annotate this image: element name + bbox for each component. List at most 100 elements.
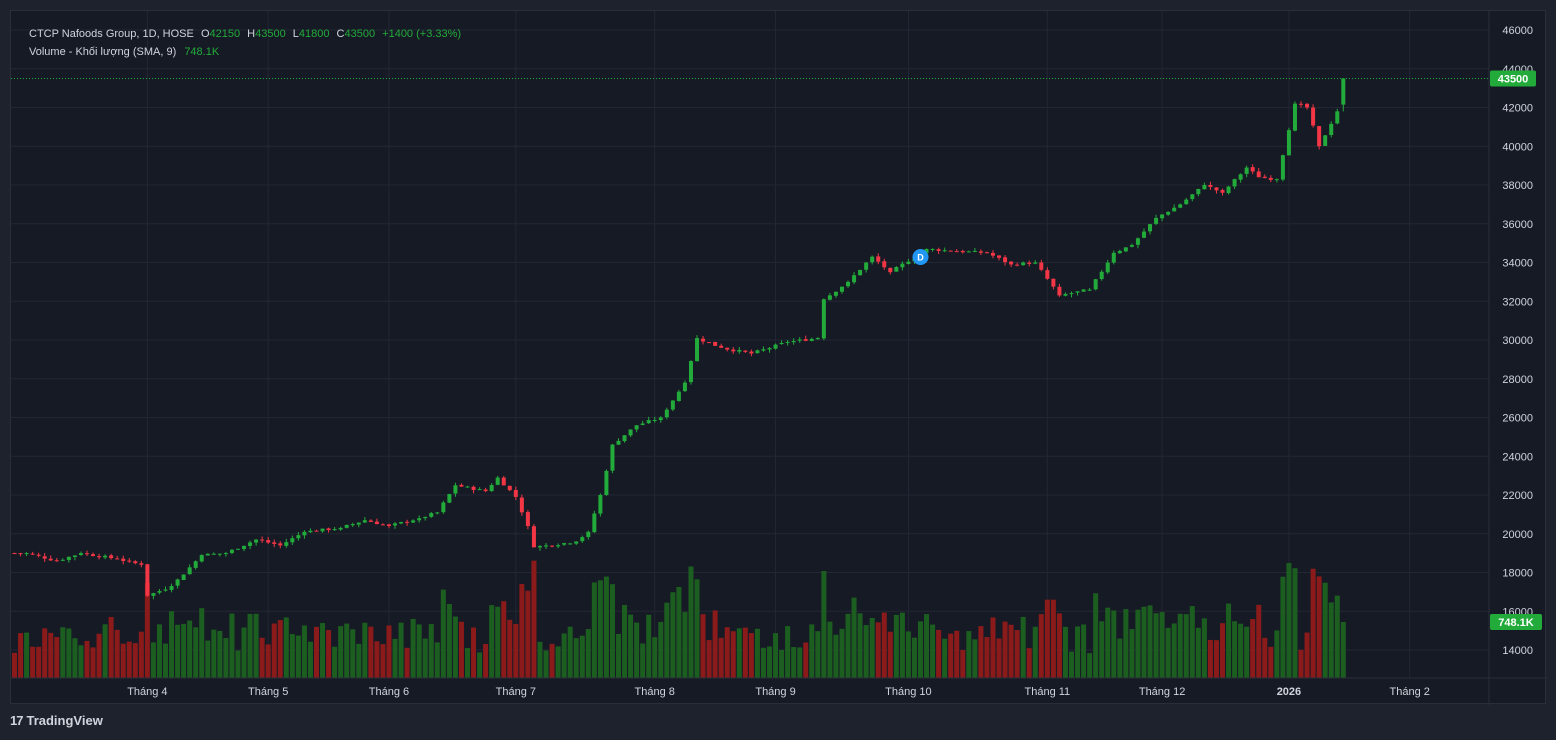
candle-body	[1335, 111, 1340, 124]
volume-bar	[960, 649, 966, 678]
volume-bar	[477, 652, 483, 678]
volume-bar	[1135, 609, 1141, 678]
volume-bar	[1280, 576, 1286, 678]
candle-body	[1286, 130, 1291, 156]
time-tick-label: Tháng 2	[1390, 686, 1430, 698]
volume-bar	[241, 627, 247, 678]
volume-bar	[676, 586, 682, 678]
tradingview-brand[interactable]: 17 TradingView	[10, 713, 103, 728]
candle-body	[72, 555, 77, 558]
volume-bar	[597, 580, 603, 678]
candle-body	[1311, 107, 1316, 126]
low-label: L	[292, 28, 299, 40]
candle-body	[519, 497, 524, 513]
volume-bar	[809, 624, 815, 678]
candle-body	[242, 545, 247, 550]
candle-body	[900, 263, 905, 268]
open-value: 42150	[209, 28, 241, 40]
volume-bar	[1008, 624, 1014, 678]
volume-bar	[688, 566, 694, 678]
candle-body	[423, 516, 428, 519]
candle-body	[634, 425, 639, 430]
candle-body	[562, 543, 567, 545]
volume-bar	[42, 628, 48, 678]
volume-bar	[30, 646, 36, 678]
candle-body	[1220, 189, 1225, 193]
volume-bar	[1020, 616, 1026, 678]
volume-bar	[966, 631, 972, 678]
volume-bar	[537, 641, 543, 678]
volume-bar	[978, 626, 984, 678]
ohlc-legend[interactable]: CTCP Nafoods Group, 1D, HOSE O42150 H435…	[29, 28, 461, 40]
volume-bar	[706, 640, 712, 678]
volume-bar	[507, 619, 513, 678]
volume-bar	[229, 613, 235, 678]
volume-bar	[205, 640, 211, 678]
last-price-label: 43500	[1498, 73, 1529, 85]
volume-bar	[307, 641, 313, 678]
volume-bar	[344, 623, 350, 678]
symbol-label: CTCP Nafoods Group, 1D, HOSE	[29, 28, 194, 40]
volume-bar	[495, 606, 501, 678]
volume-bar	[1334, 595, 1340, 678]
chart-frame[interactable]: 14000 16000 18000 20000 22000 24000 26000 28000…	[10, 10, 1547, 705]
volume-bar	[156, 624, 162, 678]
candle-body	[978, 251, 983, 253]
candle-body	[127, 560, 132, 562]
volume-bar	[1123, 609, 1129, 678]
price-tick-label: 28000	[1502, 374, 1533, 386]
candle-body	[1075, 291, 1080, 293]
dividend-event-marker[interactable]	[912, 249, 929, 265]
candle-body	[773, 344, 778, 349]
volume-bar	[1316, 576, 1322, 678]
volume-bar	[742, 627, 748, 678]
candle-body	[483, 489, 488, 492]
volume-bar	[724, 627, 730, 678]
volume-bar	[730, 631, 736, 678]
volume-bar	[428, 624, 434, 678]
volume-bar	[169, 611, 175, 678]
price-chart[interactable]: 1400016000180002000022000240002600028000…	[11, 11, 1547, 705]
candle-body	[284, 542, 289, 546]
price-tick-label: 40000	[1502, 141, 1533, 153]
candle-body	[580, 537, 585, 542]
candle-body	[12, 553, 17, 555]
price-tick-label: 34000	[1502, 258, 1533, 270]
candle-body	[1154, 217, 1159, 224]
volume-legend[interactable]: Volume - Khối lượng (SMA, 9) 748.1K	[29, 46, 219, 58]
candle-body	[707, 342, 712, 344]
volume-bar	[1081, 624, 1087, 678]
change-value: +1400 (+3.33%)	[382, 28, 462, 40]
volume-bar	[54, 637, 60, 678]
candle-body	[713, 341, 718, 346]
candle-body	[103, 555, 108, 558]
volume-bar	[797, 647, 803, 678]
volume-bar	[368, 626, 374, 678]
volume-bar	[150, 642, 156, 678]
volume-bar	[670, 592, 676, 678]
time-tick-label: Tháng 11	[1025, 686, 1071, 698]
volume-bar	[48, 632, 54, 678]
candle-body	[1329, 123, 1334, 135]
candle-body	[193, 561, 198, 568]
candle-body	[1190, 194, 1195, 200]
candle-body	[767, 348, 772, 350]
volume-bar	[295, 635, 301, 678]
candle-body	[1129, 245, 1134, 247]
volume-bar	[1286, 562, 1292, 678]
candle-body	[151, 593, 156, 596]
candle-body	[133, 561, 138, 564]
candle-body	[1299, 103, 1304, 105]
candle-body	[809, 338, 814, 341]
candle-body	[453, 485, 458, 494]
candle-body	[1105, 262, 1110, 273]
volume-bar	[785, 626, 791, 678]
volume-bar	[918, 621, 923, 678]
candle-body	[417, 518, 422, 521]
candle-body	[386, 524, 391, 526]
candle-body	[1099, 271, 1104, 280]
price-tick-label: 46000	[1502, 25, 1533, 37]
volume-bar	[863, 625, 869, 678]
volume-bar	[718, 637, 724, 678]
candle-body	[858, 269, 863, 276]
